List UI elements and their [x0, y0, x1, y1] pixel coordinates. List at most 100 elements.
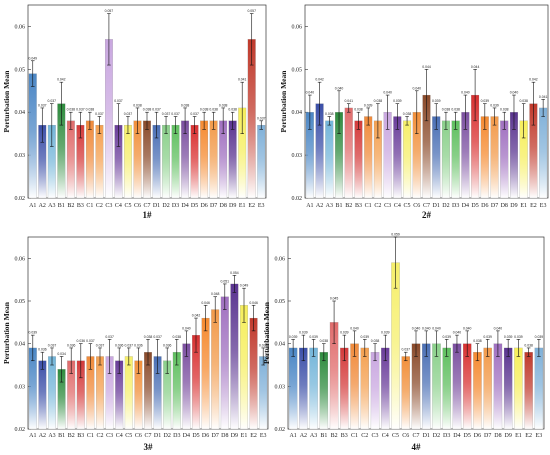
value-label: 0.038 — [473, 339, 482, 343]
value-label: 0.038 — [403, 112, 412, 116]
value-label: 0.038 — [442, 108, 451, 112]
x-tick-label: D7 — [491, 203, 498, 209]
x-tick-label: D9 — [229, 203, 236, 209]
bar-C2 — [96, 356, 104, 430]
x-tick-label: D1 — [433, 203, 440, 209]
x-tick-label: D9 — [504, 433, 511, 439]
bar-A3 — [309, 347, 318, 430]
y-tick-label: 0.04 — [292, 110, 303, 116]
value-label: 0.038 — [67, 108, 76, 112]
value-label: 0.037 — [105, 335, 114, 339]
x-tick-label: A3 — [48, 433, 55, 439]
bar-D2 — [441, 120, 450, 199]
x-tick-label: E2 — [525, 433, 532, 439]
value-label: 0.038 — [209, 108, 218, 112]
value-label: 0.036 — [38, 348, 47, 352]
x-tick-label: D8 — [221, 433, 228, 439]
bar-D5 — [190, 124, 199, 199]
x-tick-label: D4 — [181, 203, 188, 209]
x-tick-label: E1 — [520, 203, 527, 209]
y-tick-label: 0.03 — [275, 384, 286, 390]
y-tick-label: 0.05 — [15, 299, 26, 305]
value-label: 0.038 — [354, 108, 363, 112]
x-tick-label: B1 — [58, 203, 65, 209]
bar-A3 — [48, 356, 56, 430]
value-label: 0.038 — [325, 112, 334, 116]
x-tick-label: D9 — [510, 203, 517, 209]
x-tick-label: D8 — [494, 433, 501, 439]
value-label: 0.039 — [364, 103, 373, 107]
value-label: 0.046 — [249, 301, 258, 305]
x-tick-label: A1 — [29, 203, 36, 209]
x-tick-label: C4 — [115, 203, 122, 209]
x-tick-label: D3 — [172, 203, 179, 209]
y-tick-label: 0.05 — [292, 67, 303, 73]
bar-C5 — [403, 120, 412, 199]
x-tick-label: C1 — [351, 433, 358, 439]
value-label: 0.038 — [451, 108, 460, 112]
y-tick-label: 0.02 — [292, 196, 303, 202]
y-axis-label: Perturbation Mean — [2, 70, 11, 133]
value-label: 0.038 — [219, 103, 228, 107]
chart-panel-1: 0.02 0.03 0.04 0.05 0.06 Perturbation Mean 0.0… — [2, 4, 267, 220]
x-tick-label: D2 — [433, 433, 440, 439]
x-tick-label: C6 — [134, 203, 141, 209]
y-tick-label: 0.04 — [15, 110, 26, 116]
value-label: 0.048 — [211, 292, 220, 296]
value-label: 0.038 — [181, 103, 190, 107]
value-label: 0.039 — [299, 331, 308, 335]
y-axis-label: Perturbation Mean — [2, 301, 11, 364]
bar-A1 — [28, 73, 37, 199]
x-tick-label: C7 — [143, 203, 150, 209]
x-tick-label: C5 — [404, 203, 411, 209]
value-label: 0.059 — [391, 233, 400, 237]
value-label: 0.057 — [247, 9, 256, 13]
value-label: 0.040 — [335, 86, 344, 90]
value-label: 0.039 — [309, 335, 318, 339]
value-label: 0.038 — [320, 339, 329, 343]
value-label: 0.037 — [257, 116, 266, 120]
y-tick-label: 0.05 — [275, 299, 286, 305]
y-tick-label: 0.06 — [15, 24, 26, 30]
x-tick-label: C4 — [394, 203, 401, 209]
x-tick-label: C3 — [105, 203, 112, 209]
value-label: 0.040 — [432, 326, 441, 330]
value-label: 0.037 — [190, 112, 199, 116]
x-tick-label: B3 — [77, 203, 84, 209]
bar-C1 — [85, 120, 94, 199]
y-tick-label: 0.05 — [15, 67, 26, 73]
value-label: 0.040 — [306, 91, 315, 95]
bar-D9 — [228, 120, 237, 199]
panel-title: 1# — [143, 210, 153, 220]
value-label: 0.038 — [200, 108, 209, 112]
bar-E3 — [259, 356, 268, 430]
y-tick-label: 0.02 — [275, 427, 286, 433]
bar-C2 — [95, 124, 104, 199]
x-tick-label: C2 — [96, 203, 103, 209]
value-label: 0.044 — [422, 65, 431, 69]
value-label: 0.034 — [57, 352, 66, 356]
value-label: 0.039 — [289, 335, 298, 339]
x-tick-label: E1 — [241, 433, 248, 439]
bar-D4 — [452, 343, 462, 430]
value-label: 0.039 — [361, 335, 370, 339]
x-tick-label: C2 — [96, 433, 103, 439]
bar-B2 — [344, 107, 353, 199]
x-tick-label: C1 — [86, 203, 93, 209]
value-label: 0.037 — [48, 99, 57, 103]
x-tick-label: C5 — [124, 203, 131, 209]
value-label: 0.040 — [412, 326, 421, 330]
bar-D9 — [503, 347, 513, 430]
bar-D3 — [451, 120, 460, 199]
y-axis-label: Perturbation Mean — [279, 70, 288, 133]
x-tick-label: D2 — [164, 433, 171, 439]
bar-E3 — [534, 347, 544, 430]
x-tick-label: E2 — [248, 203, 255, 209]
value-label: 0.040 — [494, 326, 503, 330]
panel-title: 4# — [412, 442, 422, 452]
y-axis-label: Perturbation Mean — [262, 301, 271, 364]
x-tick-label: B1 — [320, 433, 327, 439]
